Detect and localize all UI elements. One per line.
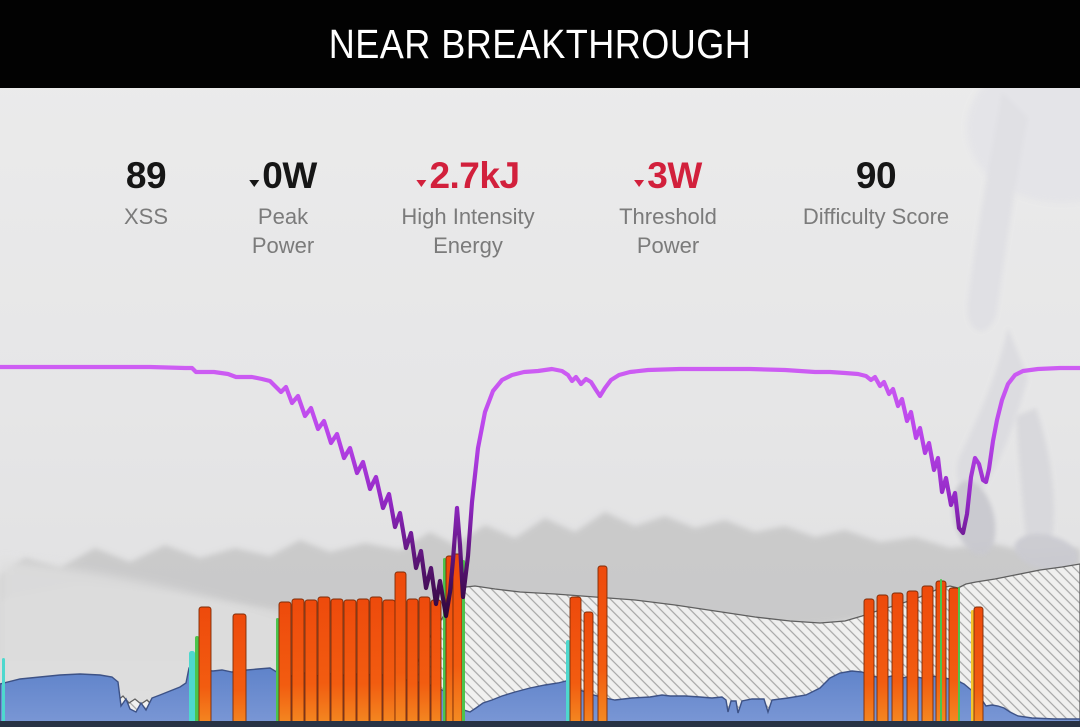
effort-bar-orange [304, 599, 318, 727]
effort-bar-orange [317, 596, 331, 727]
effort-bar-orange [198, 606, 212, 727]
effort-bar-orange [330, 598, 344, 727]
effort-bar-orange [232, 613, 247, 727]
trend-down-icon [416, 179, 427, 187]
runner-figure [952, 53, 1080, 570]
effort-bar-orange [569, 596, 582, 727]
stat-value: 90 [803, 156, 949, 196]
summary-stats-row: 89 XSS 0W Peak Power 2.7kJ High Intensity Energ… [0, 0, 1080, 259]
effort-bar-teal [2, 658, 5, 727]
effort-bar-orange [921, 585, 934, 727]
trend-down-icon [634, 179, 645, 187]
effort-bar-green [195, 636, 199, 727]
stat-threshold-power: 3W Threshold Power [619, 156, 717, 260]
stat-value-text: 90 [855, 155, 897, 196]
effort-bar-orange [973, 606, 984, 727]
effort-bar-yellow [971, 610, 974, 727]
effort-bar-orange [356, 598, 370, 727]
effort-bar-orange [948, 587, 960, 727]
stat-value: 89 [124, 156, 168, 196]
runner-arm [967, 92, 1028, 331]
effort-bar-orange [369, 596, 383, 727]
runner-front-leg [956, 328, 1028, 494]
effort-bar-orange [430, 599, 442, 727]
effort-bar-orange [343, 599, 357, 727]
stat-value: 3W [619, 156, 717, 196]
stat-value-text: 3W [647, 155, 702, 196]
stat-label: XSS [123, 204, 169, 229]
mpa-line [0, 364, 1080, 619]
stat-peak-power: 0W Peak Power [249, 156, 317, 260]
effort-bar-green [276, 618, 279, 727]
chart-baseline [0, 721, 1080, 727]
page-title: NEAR BREAKTHROUGH [328, 20, 752, 67]
stat-value-text: 2.7kJ [429, 155, 520, 196]
stat-label: Peak Power [251, 204, 315, 258]
effort-bar-orange [418, 596, 431, 727]
effort-bar-orange [278, 601, 292, 727]
stat-label: Threshold Power [619, 204, 717, 258]
stat-difficulty-score: 90 Difficulty Score [803, 156, 949, 231]
effort-bar-orange [291, 598, 305, 727]
effort-bar-orange [906, 590, 919, 727]
effort-bar-green [958, 587, 960, 727]
stat-high-intensity-energy: 2.7kJ High Intensity Energy [401, 156, 534, 260]
effort-bar-orange [382, 599, 396, 727]
effort-bar-orange [406, 598, 419, 727]
effort-bar-orange [394, 571, 407, 727]
stat-xss: 89 XSS [124, 156, 168, 231]
stat-value: 2.7kJ [401, 156, 534, 196]
stat-value-text: 89 [125, 155, 167, 196]
effort-bar-orange [863, 598, 875, 727]
stat-value: 0W [249, 156, 317, 196]
trend-down-icon [249, 179, 260, 187]
stat-label: Difficulty Score [802, 204, 950, 229]
effort-bars [2, 553, 984, 727]
runner-front-shoe [952, 480, 996, 556]
stat-label: High Intensity Energy [401, 204, 535, 258]
effort-bar-teal [189, 651, 195, 727]
effort-bar-orange [597, 565, 608, 727]
title-bar: NEAR BREAKTHROUGH [0, 0, 1080, 88]
runner-rear-leg [1016, 408, 1055, 556]
runner-rear-shoe [1014, 534, 1078, 570]
effort-bar-teal [566, 640, 570, 727]
stat-value-text: 0W [262, 155, 317, 196]
effort-bar-orange [891, 592, 904, 727]
effort-bar-green [462, 560, 465, 727]
effort-bar-orange [583, 611, 594, 727]
effort-bar-orange [876, 594, 889, 727]
effort-bar-green [940, 579, 942, 727]
